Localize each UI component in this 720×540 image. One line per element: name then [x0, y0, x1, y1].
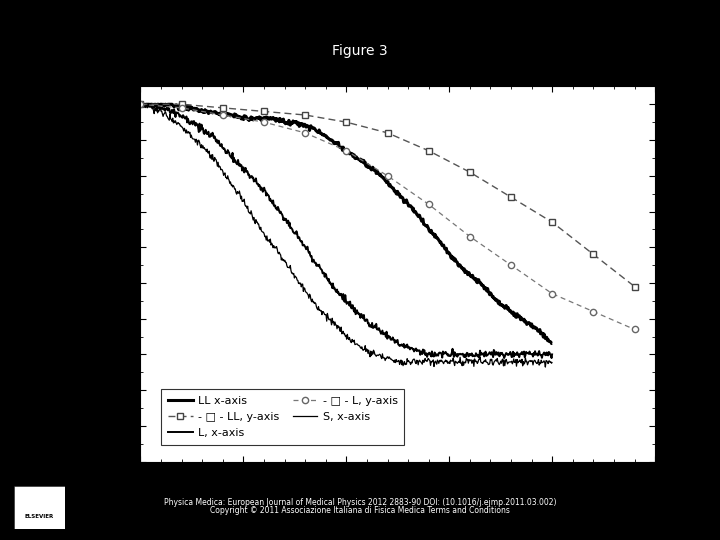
Text: Physica Medica: European Journal of Medical Physics 2012 2883-90 DOI: (10.1016/j: Physica Medica: European Journal of Medi… — [163, 498, 557, 507]
X-axis label: Offset from gantry isocenter (cm): Offset from gantry isocenter (cm) — [279, 485, 517, 498]
Legend: LL x-axis, - □ - LL, y-axis, L, x-axis, - □ - L, y-axis, S, x-axis: LL x-axis, - □ - LL, y-axis, L, x-axis, … — [161, 389, 405, 445]
Y-axis label: Relative ESAK: Relative ESAK — [99, 230, 112, 318]
Text: Copyright © 2011 Associazione Italiana di Fisica Medica Terms and Conditions: Copyright © 2011 Associazione Italiana d… — [210, 506, 510, 515]
Text: ELSEVIER: ELSEVIER — [25, 514, 54, 519]
Text: Figure 3: Figure 3 — [332, 44, 388, 58]
